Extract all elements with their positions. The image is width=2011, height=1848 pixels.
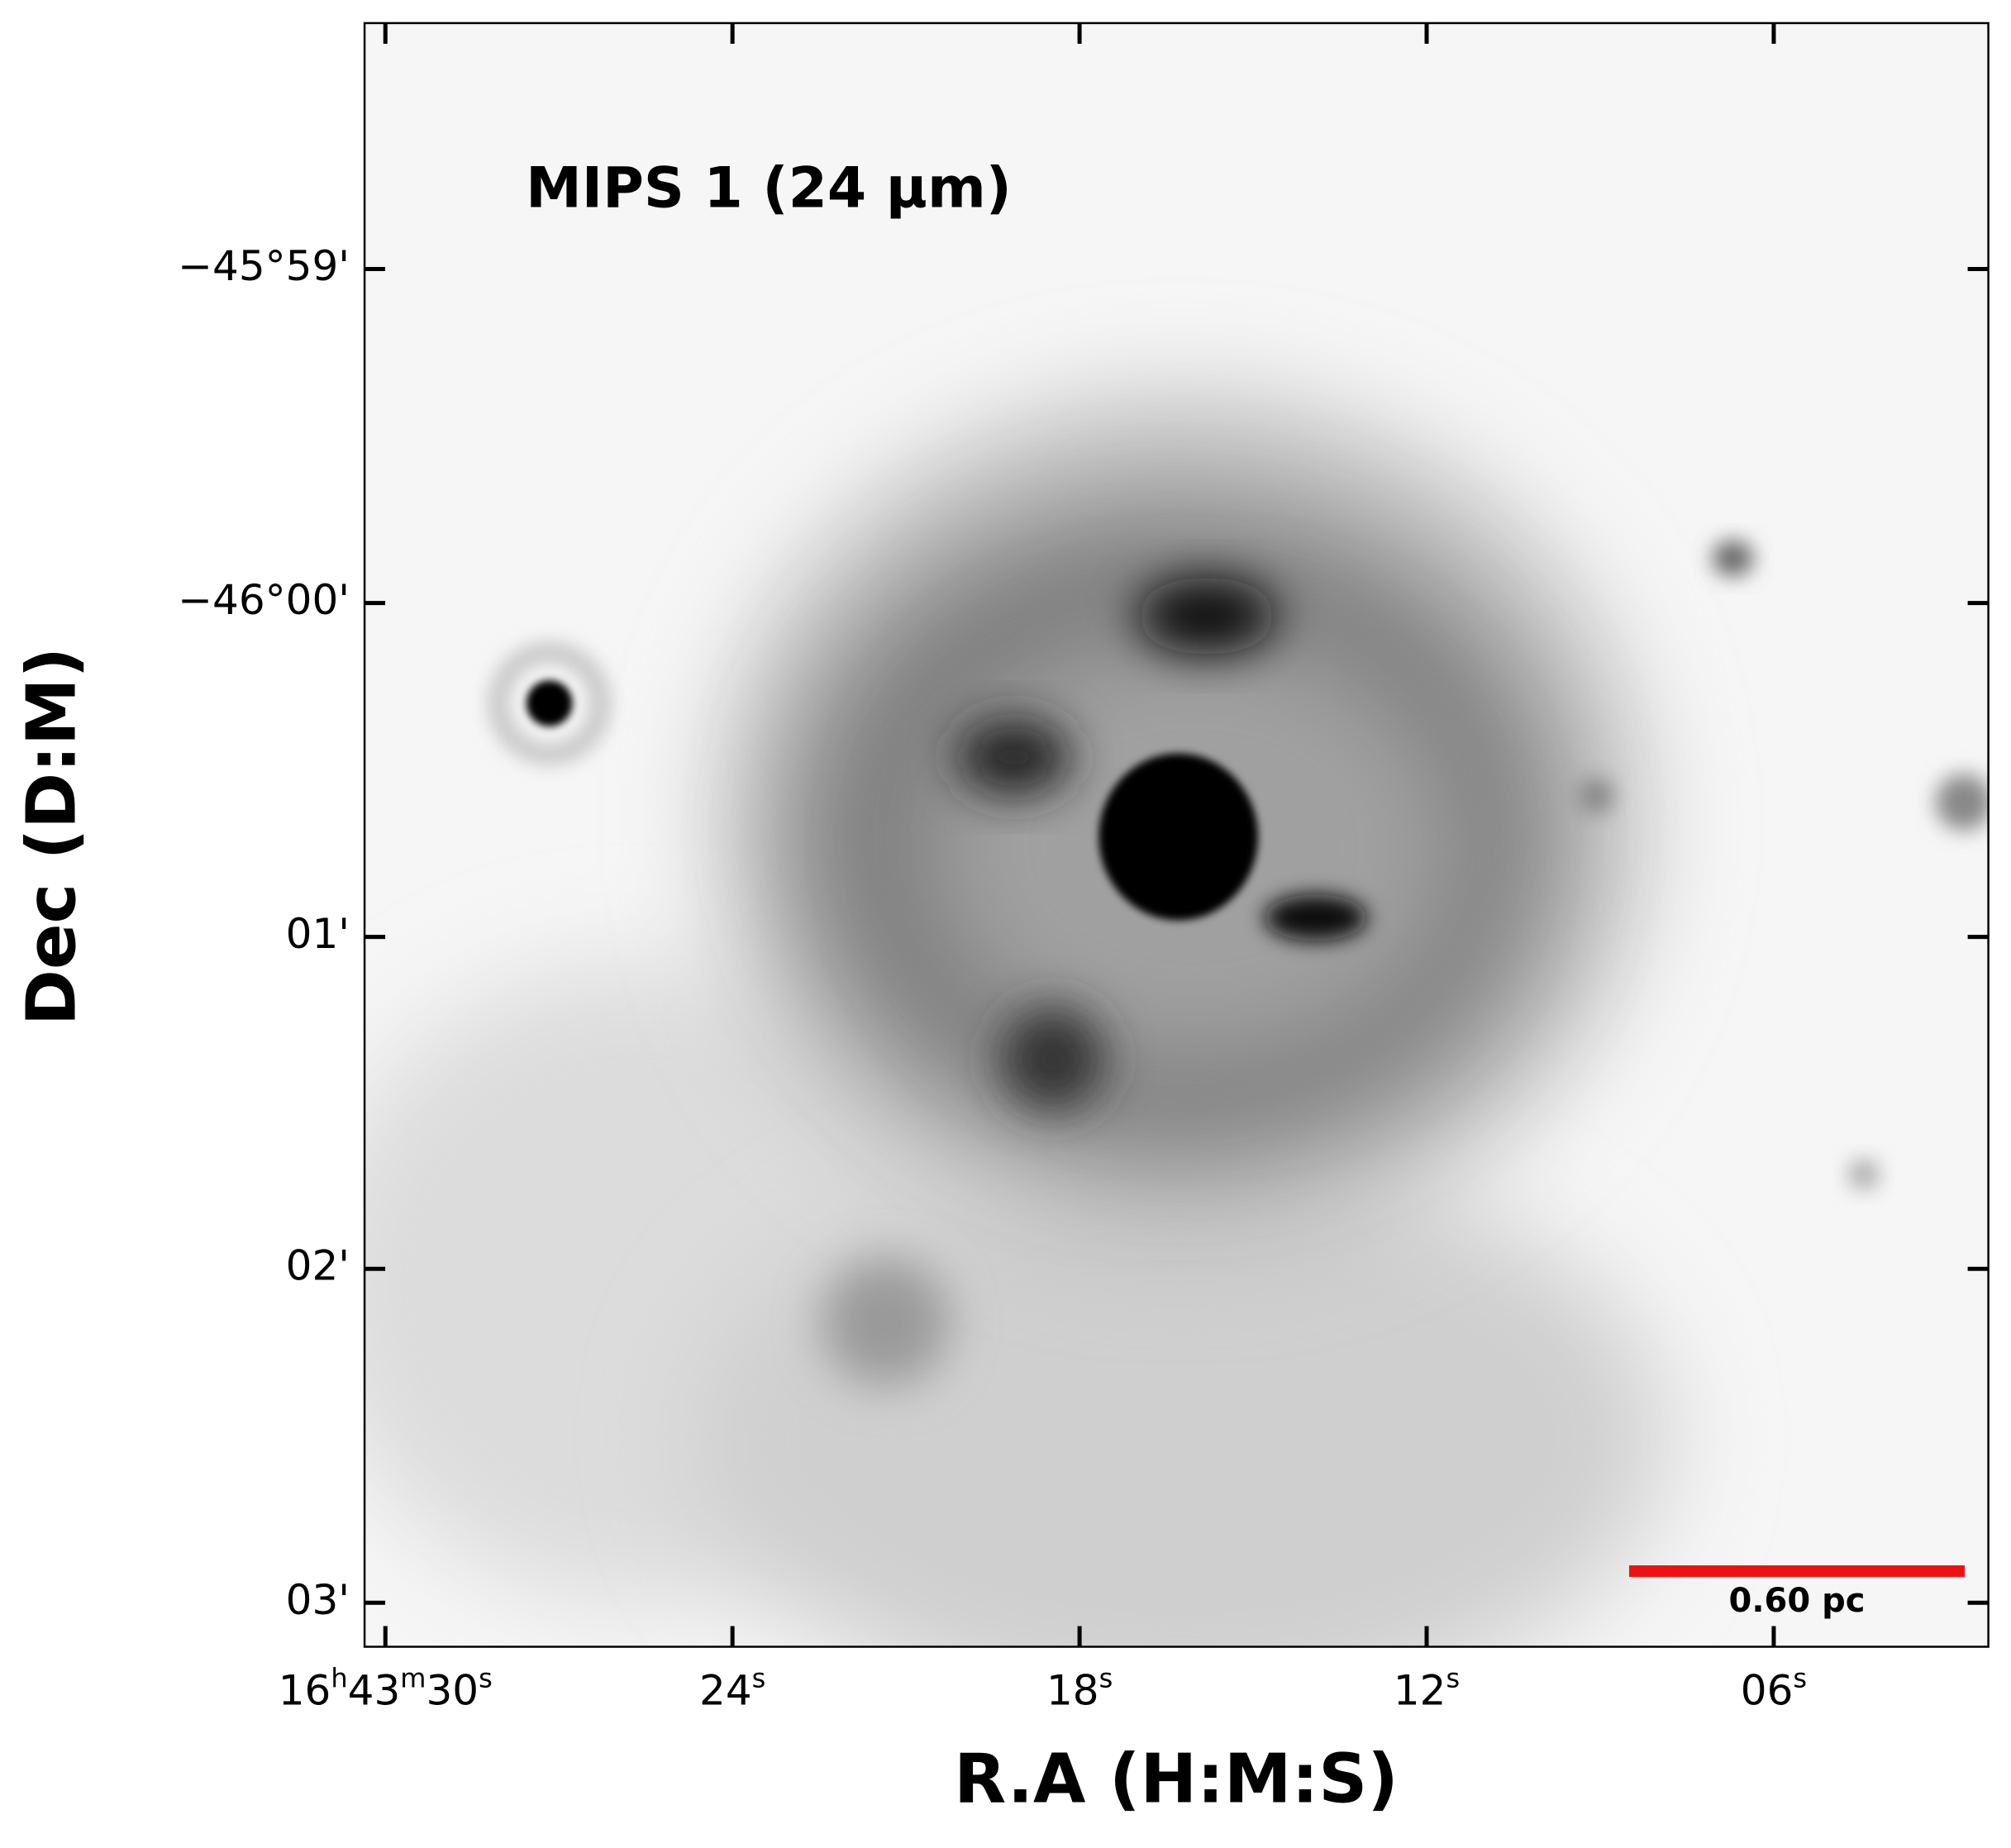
image-label: MIPS 1 (24 μm) <box>526 156 1012 221</box>
x-axis-label: R.A (H:M:S) <box>954 1740 1399 1818</box>
sky-image <box>363 21 1990 1648</box>
x-tick-label: 24s <box>699 1662 765 1714</box>
y-tick-label: −46°00' <box>178 576 350 624</box>
x-tick-label: 06s <box>1741 1662 1807 1714</box>
x-tick-label: 12s <box>1394 1662 1460 1714</box>
y-tick-label: 02' <box>286 1242 350 1290</box>
scale-bar-label: 0.60 pc <box>1729 1582 1866 1620</box>
plot-frame <box>363 21 1990 1648</box>
x-tick-label: 18s <box>1046 1662 1113 1714</box>
y-axis-label: Dec (D:M) <box>12 647 91 1026</box>
y-tick-label: 03' <box>286 1576 350 1624</box>
y-tick-label: 01' <box>286 910 350 958</box>
y-tick-label: −45°59' <box>178 242 350 290</box>
x-tick-label: 16h43m30s <box>279 1662 493 1714</box>
